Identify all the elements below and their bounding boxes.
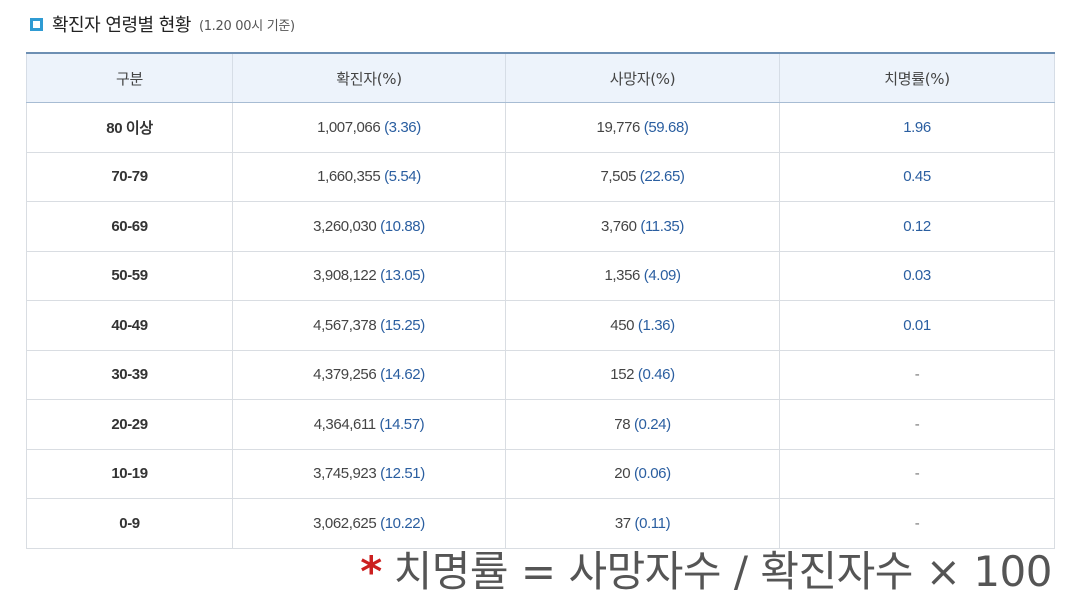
age-group-cell: 60-69 — [26, 201, 233, 252]
cases-value: 3,260,030 — [313, 217, 377, 235]
cases-value: 3,745,923 — [313, 465, 377, 483]
cases-value: 1,007,066 — [317, 118, 381, 136]
cases-cell: 3,745,923 (12.51) — [232, 448, 506, 499]
cases-cell: 3,062,625 (10.22) — [232, 498, 506, 549]
section-title: 확진자 연령별 현황 — [52, 15, 191, 36]
table-row: 10-19 3,745,923 (12.51) 20 (0.06) - — [26, 448, 1055, 499]
deaths-value: 37 — [614, 514, 631, 532]
deaths-cell: 78 (0.24) — [505, 399, 780, 450]
fatality-rate-cell: 0.45 — [779, 151, 1055, 202]
asterisk-mark: * — [360, 547, 382, 596]
deaths-percent: (0.24) — [633, 415, 671, 433]
cases-value: 4,379,256 — [313, 366, 377, 384]
column-header-deaths: 사망자(%) — [505, 52, 780, 103]
deaths-value: 3,760 — [601, 217, 637, 235]
age-group-cell: 50-59 — [26, 250, 233, 301]
deaths-cell: 1,356 (4.09) — [505, 250, 780, 301]
cases-percent: (10.88) — [380, 217, 425, 235]
fatality-formula-note: * 치명률 = 사망자수 / 확진자수 × 100 — [360, 538, 1052, 599]
deaths-percent: (4.09) — [643, 267, 681, 285]
table-header-row: 구분 확진자(%) 사망자(%) 치명률(%) — [26, 52, 1055, 103]
age-group-cell: 70-79 — [26, 151, 233, 202]
table-body: 80 이상 1,007,066 (3.36) 19,776 (59.68) 1.96 7… — [26, 102, 1055, 549]
deaths-cell: 37 (0.11) — [505, 498, 780, 549]
cases-cell: 1,007,066 (3.36) — [232, 102, 506, 153]
cases-percent: (10.22) — [380, 514, 425, 532]
formula-text: 치명률 = 사망자수 / 확진자수 × 100 — [393, 547, 1053, 596]
cases-value: 1,660,355 — [317, 168, 381, 186]
age-status-table: 구분 확진자(%) 사망자(%) 치명률(%) 80 이상 1,007,066 (… — [26, 52, 1055, 549]
fatality-rate-cell: 0.01 — [779, 300, 1055, 351]
cases-cell: 3,260,030 (10.88) — [232, 201, 506, 252]
fatality-rate-cell: - — [779, 448, 1055, 499]
deaths-percent: (59.68) — [643, 118, 689, 136]
deaths-cell: 19,776 (59.68) — [505, 102, 780, 153]
table-row: 80 이상 1,007,066 (3.36) 19,776 (59.68) 1.96 — [26, 102, 1055, 153]
cases-value: 4,364,611 — [313, 415, 376, 433]
deaths-percent: (22.65) — [639, 168, 685, 186]
deaths-percent: (1.36) — [637, 316, 675, 334]
deaths-value: 1,356 — [604, 267, 640, 285]
table-row: 70-79 1,660,355 (5.54) 7,505 (22.65) 0.45 — [26, 151, 1055, 202]
fatality-rate-cell: 1.96 — [779, 102, 1055, 153]
age-group-cell: 20-29 — [26, 399, 233, 450]
deaths-value: 450 — [610, 316, 635, 334]
table-row: 50-59 3,908,122 (13.05) 1,356 (4.09) 0.03 — [26, 250, 1055, 301]
deaths-percent: (0.11) — [634, 514, 671, 532]
column-header-cases: 확진자(%) — [232, 52, 506, 103]
cases-cell: 3,908,122 (13.05) — [232, 250, 506, 301]
fatality-rate-cell: 0.12 — [779, 201, 1055, 252]
deaths-value: 78 — [614, 415, 631, 433]
cases-cell: 4,567,378 (15.25) — [232, 300, 506, 351]
deaths-value: 7,505 — [600, 168, 637, 186]
deaths-cell: 152 (0.46) — [505, 349, 780, 400]
deaths-value: 20 — [614, 465, 631, 483]
deaths-percent: (11.35) — [640, 217, 684, 235]
age-group-cell: 30-39 — [26, 349, 233, 400]
age-group-cell: 80 이상 — [26, 102, 233, 153]
age-group-cell: 0-9 — [26, 498, 233, 549]
fatality-rate-cell: - — [779, 349, 1055, 400]
cases-cell: 4,379,256 (14.62) — [232, 349, 506, 400]
deaths-cell: 20 (0.06) — [505, 448, 780, 499]
cases-cell: 1,660,355 (5.54) — [232, 151, 506, 202]
column-header-fatality: 치명률(%) — [779, 52, 1055, 103]
deaths-value: 19,776 — [596, 118, 641, 136]
fatality-rate-cell: - — [779, 399, 1055, 450]
column-header-age: 구분 — [26, 52, 233, 103]
cases-value: 3,908,122 — [313, 267, 377, 285]
deaths-cell: 3,760 (11.35) — [505, 201, 780, 252]
table-row: 20-29 4,364,611 (14.57) 78 (0.24) - — [26, 399, 1055, 450]
deaths-cell: 7,505 (22.65) — [505, 151, 780, 202]
deaths-value: 152 — [610, 366, 635, 384]
cases-cell: 4,364,611 (14.57) — [232, 399, 506, 450]
cases-percent: (3.36) — [384, 118, 421, 136]
cases-percent: (12.51) — [380, 465, 425, 483]
table-row: 30-39 4,379,256 (14.62) 152 (0.46) - — [26, 349, 1055, 400]
age-group-cell: 10-19 — [26, 448, 233, 499]
fatality-rate-cell: 0.03 — [779, 250, 1055, 301]
cases-percent: (5.54) — [384, 168, 421, 186]
deaths-percent: (0.06) — [633, 465, 671, 483]
table-row: 40-49 4,567,378 (15.25) 450 (1.36) 0.01 — [26, 300, 1055, 351]
age-group-cell: 40-49 — [26, 300, 233, 351]
deaths-percent: (0.46) — [637, 366, 675, 384]
cases-percent: (13.05) — [380, 267, 425, 285]
section-subtitle: (1.20 00시 기준) — [198, 18, 295, 34]
cases-value: 4,567,378 — [313, 316, 377, 334]
cases-value: 3,062,625 — [313, 514, 377, 532]
cases-percent: (15.25) — [380, 316, 425, 334]
cases-percent: (14.62) — [380, 366, 425, 384]
section-header: 확진자 연령별 현황 (1.20 00시 기준) — [30, 10, 295, 38]
table-row: 60-69 3,260,030 (10.88) 3,760 (11.35) 0.12 — [26, 201, 1055, 252]
deaths-cell: 450 (1.36) — [505, 300, 780, 351]
fatality-rate-cell: - — [779, 498, 1055, 549]
square-marker-icon — [30, 17, 43, 31]
table-row: 0-9 3,062,625 (10.22) 37 (0.11) - — [26, 498, 1055, 549]
cases-percent: (14.57) — [379, 415, 425, 433]
